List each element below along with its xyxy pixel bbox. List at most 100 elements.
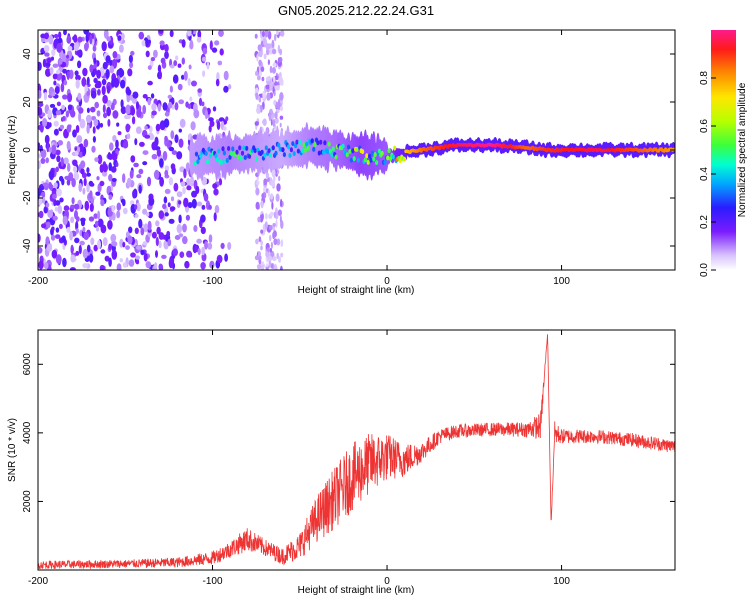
spectrogram-noise-cell xyxy=(100,249,106,254)
spectrogram-noise-cell xyxy=(173,60,178,67)
spectrogram-noise-cell xyxy=(275,193,280,202)
spectrogram-noise-cell xyxy=(62,68,67,74)
spectrogram-noise-cell xyxy=(109,65,115,74)
spectrogram-noise-cell xyxy=(280,265,283,270)
spectrogram-noise-cell xyxy=(105,55,111,64)
spectrogram-noise-cell xyxy=(38,61,42,71)
spectrogram-noise-cell xyxy=(202,70,206,77)
spectrogram-ridge-cell xyxy=(196,159,200,165)
spectrogram-noise-cell xyxy=(38,160,41,170)
spectrogram-noise-cell xyxy=(278,78,282,83)
spectrogram-ridge-cell xyxy=(217,148,221,154)
spectrogram-noise-cell xyxy=(134,138,138,146)
spectrogram-noise-cell xyxy=(183,168,187,179)
snr-panel: -200 -100 0 100 2000 4000 6000 Height of stra… xyxy=(7,329,676,596)
colorbar-tick-label: 0.6 xyxy=(699,119,710,133)
spectrogram-noise-cell xyxy=(155,220,160,227)
spectrogram-noise-cell xyxy=(82,150,86,157)
spectrogram-noise-cell xyxy=(127,68,133,77)
spectrogram-ridge-cell xyxy=(260,149,264,155)
spectrogram-noise-cell xyxy=(102,237,108,247)
spectrogram-noise-cell xyxy=(67,162,71,172)
spectrogram-noise-cell xyxy=(159,40,165,46)
spectrogram-noise-cell xyxy=(151,231,157,239)
spectrogram-ridge-cell xyxy=(373,152,377,158)
spectrogram-noise-cell xyxy=(102,94,108,104)
spectrogram-noise-cell xyxy=(271,179,275,188)
spectrogram-ridge-cell xyxy=(239,155,243,161)
spectrogram-ridge-cell xyxy=(235,149,239,155)
spectrogram-noise-cell xyxy=(254,87,259,95)
spectrogram-noise-cell xyxy=(126,89,132,96)
spectrogram-noise-cell xyxy=(92,136,96,143)
spectrogram-noise-cell xyxy=(108,174,113,182)
spectrogram-noise-cell xyxy=(169,206,176,212)
spectrogram-noise-cell xyxy=(272,62,277,68)
spectrogram-noise-cell xyxy=(280,30,285,37)
spectrogram-noise-cell xyxy=(76,146,81,153)
spectrogram-ridge-cell xyxy=(366,159,370,165)
spectrogram-noise-cell xyxy=(274,263,277,270)
spectrogram-noise-cell xyxy=(120,79,126,89)
spectrogram-noise-cell xyxy=(153,49,158,59)
spectrogram-noise-cell xyxy=(92,45,97,52)
spectrogram-ridge-cell xyxy=(294,143,298,149)
spectrogram-noise-cell xyxy=(72,129,77,138)
spectrogram-noise-cell xyxy=(84,42,89,52)
spectrogram-noise-cell xyxy=(276,238,281,246)
spectrogram-ridge-cell xyxy=(221,146,225,152)
spectrogram-ridge-cell xyxy=(312,146,316,152)
spectrogram-noise-cell xyxy=(129,61,134,69)
spectrogram-noise-cell xyxy=(278,175,281,182)
x-tick-label: 100 xyxy=(553,276,570,287)
spectrogram-noise-cell xyxy=(125,124,131,130)
spectrogram-noise-cell xyxy=(169,30,174,38)
spectrogram-ridge-cell xyxy=(349,157,353,163)
spectrogram-noise-cell xyxy=(116,202,122,211)
spectrogram-noise-cell xyxy=(65,110,70,118)
spectrogram-noise-cell xyxy=(273,238,278,246)
spectrogram-noise-cell xyxy=(89,34,93,45)
spectrogram-noise-cell xyxy=(176,151,183,160)
spectrogram-noise-cell xyxy=(186,178,191,187)
spectrogram-noise-cell xyxy=(158,210,165,220)
spectrogram-noise-cell xyxy=(181,39,186,48)
spectrogram-noise-cell xyxy=(178,99,185,105)
spectrogram-noise-cell xyxy=(277,57,281,64)
spectrogram-ridge-cell xyxy=(345,152,349,158)
spectrogram-noise-cell xyxy=(161,254,167,259)
colorbar-tick-label: 0.0 xyxy=(699,263,710,277)
spectrogram-noise-cell xyxy=(130,252,136,258)
spectrogram-noise-cell xyxy=(142,208,148,215)
spectrogram-noise-cell xyxy=(186,250,192,258)
spectrogram-noise-cell xyxy=(64,175,71,180)
spectrogram-noise-cell xyxy=(55,254,62,265)
spectrogram-noise-cell xyxy=(96,110,101,117)
spectrogram-noise-cell xyxy=(53,80,57,86)
spectrogram-noise-cell xyxy=(280,220,284,229)
spectrogram-noise-cell xyxy=(111,249,118,260)
spectrogram-noise-cell xyxy=(178,200,182,205)
spectrogram-ridge-cell xyxy=(351,148,355,154)
spectrogram-noise-cell xyxy=(146,176,152,187)
spectrogram-noise-cell xyxy=(202,47,208,55)
spectrogram-noise-cell xyxy=(71,197,75,205)
spectrogram-noise-cell xyxy=(257,216,261,223)
spectrogram-noise-cell xyxy=(168,146,175,152)
spectrogram-noise-cell xyxy=(135,255,140,260)
spectrogram-noise-cell xyxy=(40,149,47,159)
spectrogram-noise-cell xyxy=(129,169,134,179)
spectrogram-noise-cell xyxy=(255,70,259,76)
spectrogram-noise-cell xyxy=(49,103,56,108)
spectrogram-noise-cell xyxy=(134,227,139,234)
spectrogram-noise-cell xyxy=(119,44,124,53)
spectrogram-ridge-cell xyxy=(288,153,292,158)
spectrogram-noise-cell xyxy=(164,165,170,172)
spectrogram-noise-cell xyxy=(57,37,63,44)
spectrogram-noise-cell xyxy=(170,130,175,140)
spectrogram-noise-cell xyxy=(219,48,224,56)
spectrogram-noise-cell xyxy=(117,131,122,136)
spectrogram-noise-cell xyxy=(154,169,160,180)
spectrogram-noise-cell xyxy=(133,162,139,168)
spectrogram-noise-cell xyxy=(143,252,148,262)
